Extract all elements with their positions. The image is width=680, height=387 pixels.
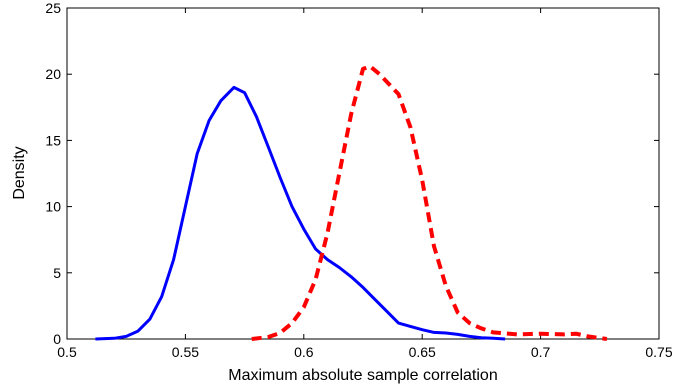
x-tick-label: 0.5 <box>57 344 77 360</box>
y-tick-label: 25 <box>45 0 61 16</box>
x-tick-label: 0.7 <box>531 344 551 360</box>
solid-density-line <box>95 85 506 341</box>
x-tick-label: 0.75 <box>645 344 672 360</box>
y-tick-label: 15 <box>45 132 61 148</box>
y-tick-label: 20 <box>45 66 61 82</box>
x-tick-label: 0.55 <box>172 344 199 360</box>
axis-ticks: 0.5 0.55 0.6 0.65 0.7 0.75 0 5 10 15 20 25 <box>45 0 672 360</box>
x-tick-label: 0.65 <box>409 344 436 360</box>
x-axis-label: Maximum absolute sample correlation <box>228 367 497 384</box>
y-tick-label: 5 <box>53 265 61 281</box>
series-lines <box>95 64 608 341</box>
x-tick-label: 0.6 <box>294 344 314 360</box>
y-axis-label: Density <box>11 146 28 199</box>
y-tick-label: 10 <box>45 199 61 215</box>
y-tick-label: 0 <box>53 331 61 347</box>
dashed-density-line <box>251 64 608 341</box>
